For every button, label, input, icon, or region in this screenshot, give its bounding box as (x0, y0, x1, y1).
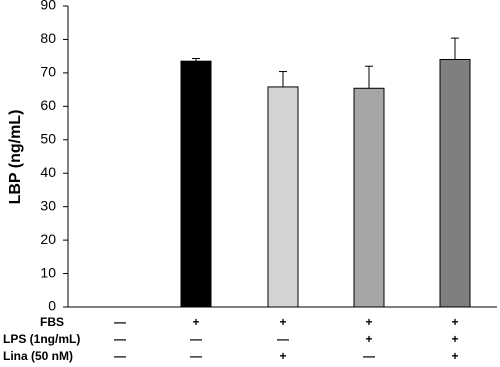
y-tick-label: 90 (40, 0, 56, 13)
condition-label: Lina (50 nM) (3, 349, 73, 363)
bar (353, 87, 385, 308)
condition-value: + (451, 315, 458, 329)
condition-value: — (190, 349, 202, 363)
condition-value: + (451, 349, 458, 363)
y-axis-label: LBP (ng/mL) (7, 110, 24, 205)
y-tick-label: 30 (40, 197, 56, 213)
condition-label: LPS (1ng/mL) (3, 332, 80, 346)
bar (180, 60, 212, 308)
condition-value: + (279, 349, 286, 363)
condition-value: — (363, 349, 375, 363)
condition-value: + (279, 315, 286, 329)
condition-value: — (114, 349, 126, 363)
y-tick-label: 80 (40, 30, 56, 46)
condition-value: — (114, 332, 126, 346)
condition-label: FBS (40, 315, 64, 329)
condition-value: — (114, 315, 126, 329)
condition-value: — (190, 332, 202, 346)
y-tick-label: 50 (40, 130, 56, 146)
bar (267, 86, 299, 308)
y-tick-label: 70 (40, 64, 56, 80)
y-tick-label: 60 (40, 97, 56, 113)
y-tick-label: 20 (40, 231, 56, 247)
y-tick-label: 0 (48, 298, 56, 314)
bar (439, 59, 471, 308)
y-tick-label: 10 (40, 264, 56, 280)
condition-value: + (365, 315, 372, 329)
y-tick-label: 40 (40, 164, 56, 180)
condition-value: + (192, 315, 199, 329)
condition-value: + (451, 332, 458, 346)
condition-value: — (277, 332, 289, 346)
condition-value: + (365, 332, 372, 346)
